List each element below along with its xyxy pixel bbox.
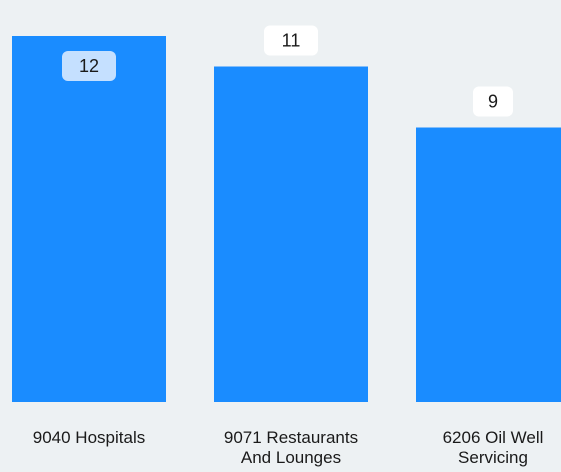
value-label-2: 9 <box>488 92 498 112</box>
value-label-1: 11 <box>282 31 301 51</box>
category-label-0-line-0: 9040 Hospitals <box>33 428 145 447</box>
bar-2 <box>416 127 561 402</box>
value-label-box-1 <box>264 25 318 56</box>
value-label-box-2 <box>473 86 513 117</box>
bars-group <box>12 36 561 402</box>
value-labels-group: 12 11 9 <box>62 25 513 117</box>
bar-0 <box>12 36 166 402</box>
category-label-1-line-1: And Lounges <box>241 448 341 467</box>
category-label-2-line-0: 6206 Oil Well <box>443 428 544 447</box>
value-label-box-0 <box>62 51 116 81</box>
category-label-1-line-0: 9071 Restaurants <box>224 428 358 447</box>
value-label-0: 12 <box>79 56 99 76</box>
bar-1 <box>214 66 368 402</box>
category-label-2-line-1: Servicing <box>458 448 528 467</box>
